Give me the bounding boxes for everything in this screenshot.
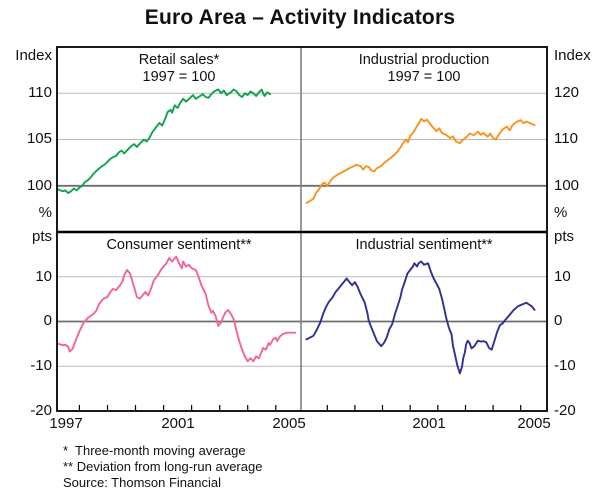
x-tick-label: 2005 [272, 415, 306, 432]
y-axis-unit-left-pts: pts [31, 228, 52, 245]
y-tick-label: 110 [554, 130, 578, 147]
y-tick-label: 10 [554, 268, 571, 285]
y-axis-unit-right-pct: % [554, 204, 568, 221]
y-tick-label: 110 [28, 84, 52, 101]
panel-subtitle-industrial-production: 1997 = 100 [387, 69, 461, 85]
y-tick-label: -20 [554, 402, 576, 419]
y-tick-label: 100 [26, 177, 52, 194]
y-axis-unit-right-pts: pts [554, 228, 575, 245]
y-tick-label: 10 [35, 268, 52, 285]
y-axis-unit-left-pct: % [38, 204, 52, 221]
plot-frame [56, 46, 548, 412]
y-tick-label: 0 [43, 312, 52, 329]
panel-title-industrial-sentiment: Industrial sentiment** [355, 237, 493, 253]
footnote-source: Source: Thomson Financial [63, 475, 222, 490]
panel-title-retail-sales: Retail sales* [138, 52, 220, 68]
y-tick-label: 105 [26, 130, 52, 147]
chart-title: Euro Area – Activity Indicators [144, 6, 456, 29]
x-tick-label: 2001 [412, 415, 446, 432]
retail-sales-line [57, 88, 272, 195]
industrial-sentiment-line [305, 260, 536, 375]
y-tick-label: 0 [554, 312, 563, 329]
footnote-deviation: ** Deviation from long-run average [63, 459, 263, 474]
y-tick-label: -10 [554, 357, 576, 374]
panel-title-industrial-production: Industrial production [358, 52, 490, 68]
x-tick-label: 2001 [161, 415, 195, 432]
panel-title-consumer-sentiment: Consumer sentiment** [106, 237, 252, 253]
consumer-sentiment-line [57, 255, 297, 363]
y-tick-label: 100 [554, 177, 580, 194]
y-axis-unit-right-top: Index [554, 47, 591, 64]
x-tick-label: 1997 [49, 415, 83, 432]
y-tick-label: 120 [554, 84, 580, 101]
industrial-production-line [305, 117, 536, 204]
panel-subtitle-retail-sales: 1997 = 100 [142, 69, 216, 85]
footnote-moving-average: * Three-month moving average [63, 443, 246, 458]
y-axis-unit-left-top: Index [15, 47, 52, 64]
y-tick-label: -10 [30, 357, 52, 374]
y-tick-label: -20 [30, 402, 52, 419]
x-tick-label: 2005 [517, 415, 551, 432]
